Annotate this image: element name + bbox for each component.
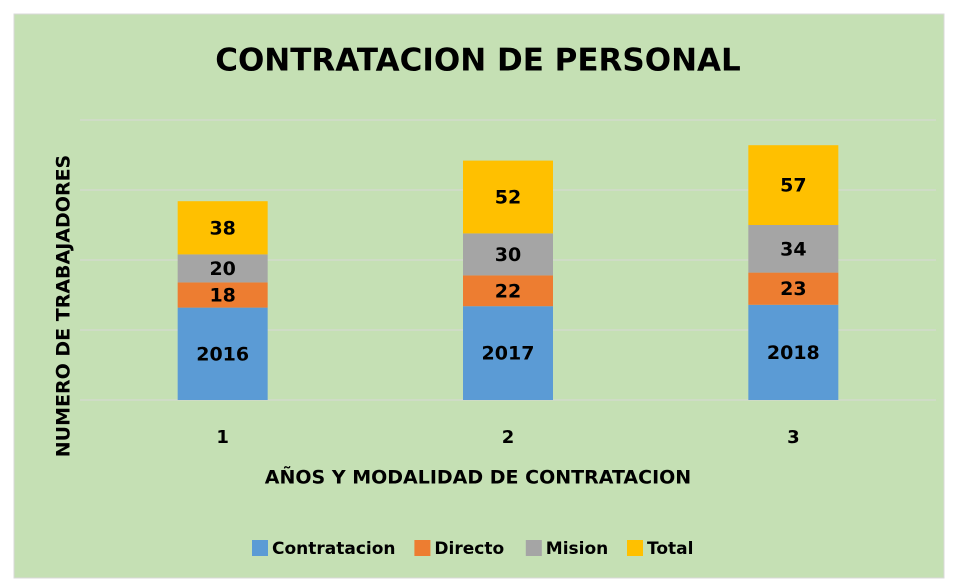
bar-segment [748, 145, 839, 225]
data-label: 38 [209, 217, 235, 239]
x-tick-label: 3 [787, 427, 800, 448]
data-label: 2018 [767, 342, 820, 364]
data-label: 57 [780, 175, 806, 197]
data-label: 20 [209, 258, 235, 280]
y-axis-title: NUMERO DE TRABAJADORES [53, 155, 75, 457]
bar-segment [463, 275, 553, 307]
data-label: 34 [780, 238, 806, 260]
data-label: 30 [495, 244, 521, 266]
legend-swatch [414, 540, 431, 556]
bar-segment [463, 233, 553, 276]
legend-label: Contratacion [272, 539, 396, 559]
data-label: 23 [780, 278, 806, 300]
bar-segment [748, 272, 839, 305]
data-label: 2017 [482, 343, 535, 365]
x-tick-label: 2 [502, 427, 515, 448]
bar-segment [177, 307, 268, 400]
x-tick-label: 1 [216, 427, 229, 448]
bar-segment [177, 201, 268, 255]
legend-label: Mision [546, 539, 608, 559]
bar-segment [177, 254, 268, 283]
legend-swatch [252, 540, 268, 556]
data-label: 22 [495, 280, 521, 302]
legend-label: Total [647, 539, 693, 559]
data-label: 18 [209, 285, 235, 307]
bar-segment [463, 160, 553, 234]
bar-segment [748, 304, 839, 400]
legend-swatch [627, 540, 643, 556]
bar-segment [463, 306, 553, 400]
data-label: 2016 [196, 343, 249, 365]
bar-segment [177, 282, 268, 308]
chart-title: CONTRATACION DE PERSONAL [215, 43, 741, 79]
data-label: 52 [495, 187, 521, 209]
legend-label: Directo [434, 539, 504, 559]
x-axis-title: AÑOS Y MODALIDAD DE CONTRATACION [265, 465, 691, 489]
legend-swatch [525, 540, 542, 556]
bar-segment [748, 225, 839, 273]
